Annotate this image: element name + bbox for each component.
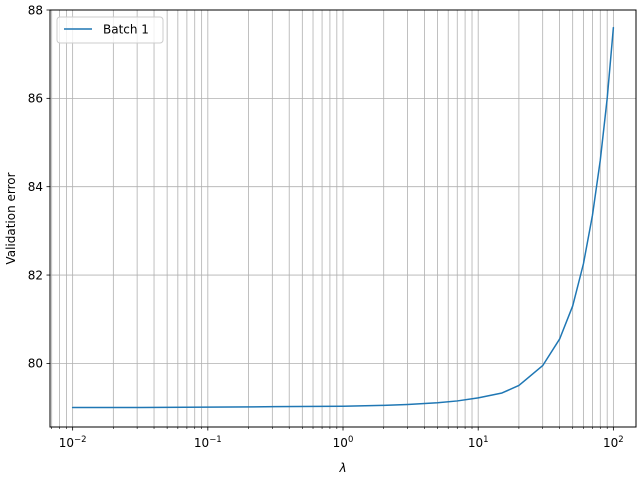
y-tick-label: 80 <box>28 357 43 371</box>
legend: Batch 1 <box>56 16 164 44</box>
series-lines <box>71 26 615 409</box>
legend-entry-batch-1: Batch 1 <box>103 23 149 37</box>
x-axis-label: λ <box>338 461 346 475</box>
series-line-batch-1 <box>71 26 615 409</box>
y-tick-label: 82 <box>28 268 43 282</box>
y-tick-label: 84 <box>28 180 43 194</box>
y-tick-label: 86 <box>28 92 43 106</box>
y-axis-label: Validation error <box>4 172 18 264</box>
y-tick-label: 88 <box>28 3 43 17</box>
legend-box <box>56 16 164 44</box>
